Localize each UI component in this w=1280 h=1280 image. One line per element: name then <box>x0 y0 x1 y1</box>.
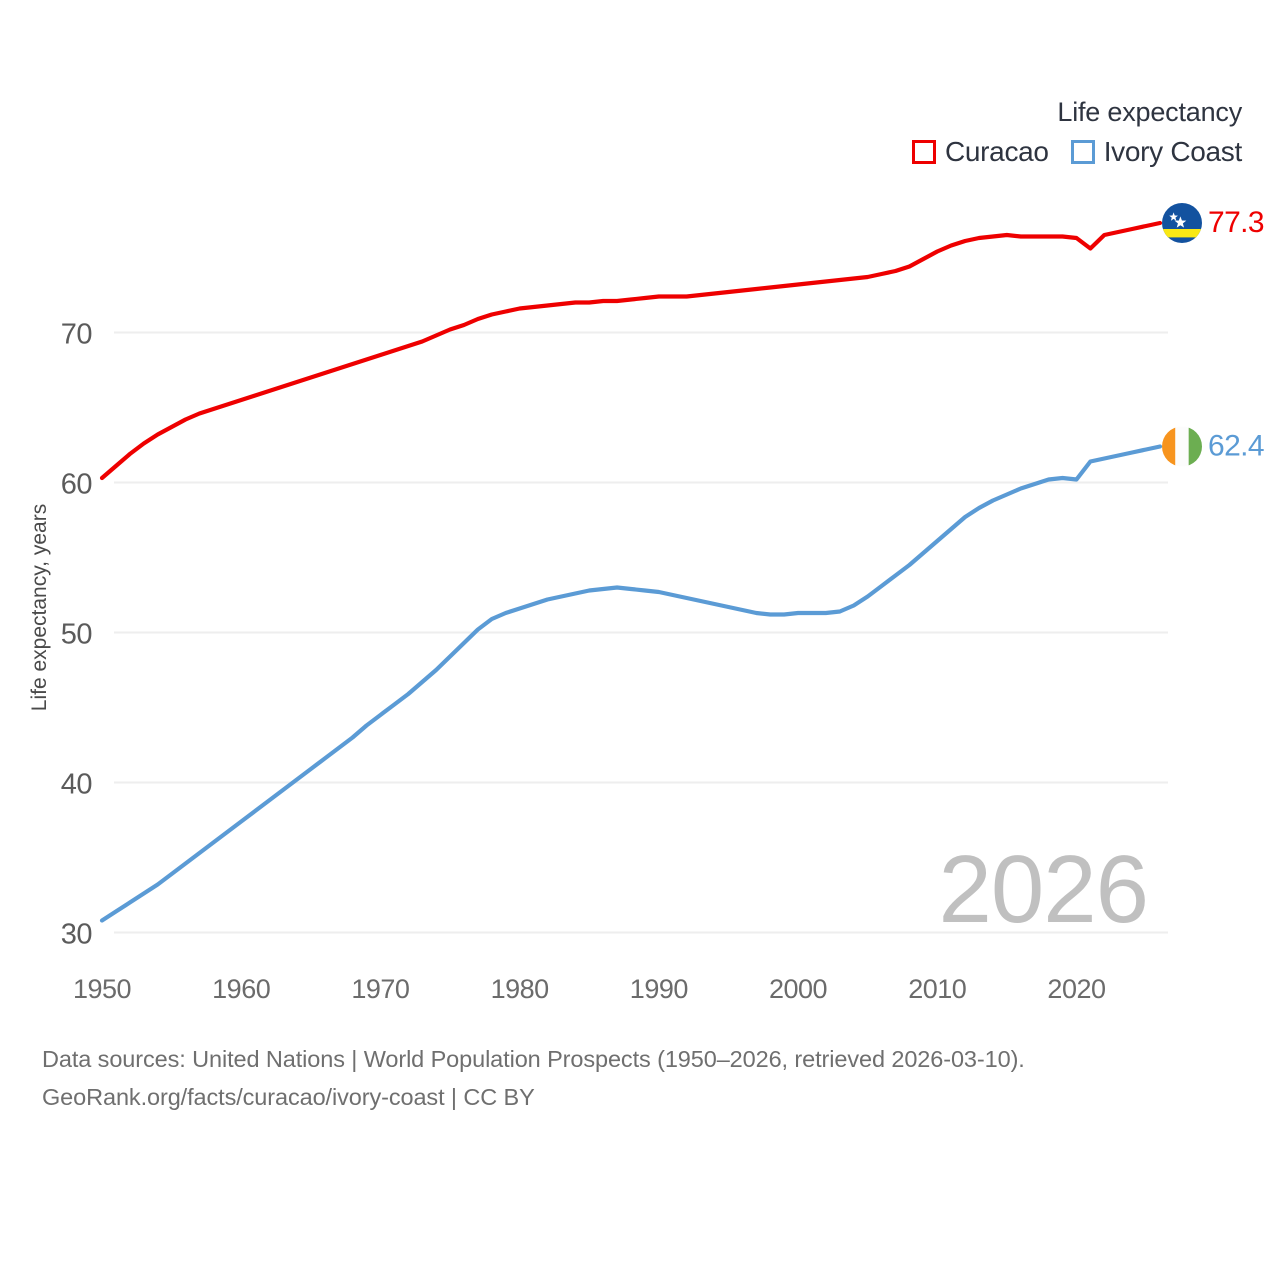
x-axis-ticks: 1950 1960 1970 1980 1990 2000 2010 2020 <box>73 974 1106 1004</box>
y-tick-label: 50 <box>61 619 92 651</box>
y-tick-label: 70 <box>61 319 92 351</box>
legend-title: Life expectancy <box>1057 97 1242 127</box>
legend-swatch-curacao <box>911 140 936 165</box>
y-axis-title: Life expectancy, years <box>28 504 51 711</box>
footer-line-1: Data sources: United Nations | World Pop… <box>42 1046 1025 1072</box>
curacao-flag-icon <box>1162 203 1202 243</box>
legend-label-ivory-coast: Ivory Coast <box>1103 136 1243 168</box>
legend-item-curacao[interactable]: Curacao <box>911 136 1049 168</box>
end-label-value: 77.3 <box>1208 206 1264 239</box>
x-tick-label: 2010 <box>908 974 966 1004</box>
x-tick-label: 1980 <box>491 974 549 1004</box>
legend-swatch-ivory-coast <box>1070 140 1095 165</box>
y-tick-label: 30 <box>61 919 92 951</box>
x-tick-label: 2000 <box>769 974 827 1004</box>
x-tick-label: 1970 <box>351 974 409 1004</box>
y-tick-label: 40 <box>61 769 92 801</box>
x-tick-label: 1950 <box>73 974 131 1004</box>
legend-item-ivory-coast[interactable]: Ivory Coast <box>1070 136 1243 168</box>
series-line-curacao <box>99 220 1163 481</box>
series-line-ivory-coast <box>99 444 1163 923</box>
year-watermark: 2026 <box>938 836 1148 943</box>
x-tick-label: 1960 <box>212 974 270 1004</box>
footer-line-2: GeoRank.org/facts/curacao/ivory-coast | … <box>42 1084 535 1111</box>
x-tick-label: 2020 <box>1047 974 1105 1004</box>
y-axis-ticks: 30 40 50 60 70 <box>61 319 93 951</box>
end-labels: 77.3 62.4 <box>1162 203 1265 467</box>
x-tick-label: 1990 <box>630 974 688 1004</box>
y-tick-label: 60 <box>61 469 92 501</box>
legend-label-curacao: Curacao <box>944 136 1049 168</box>
legend: Life expectancy Curacao Ivory Coast <box>911 96 1243 168</box>
series-lines <box>99 220 1163 923</box>
end-label-value: 62.4 <box>1208 429 1264 462</box>
ivory-coast-flag-icon <box>1162 426 1202 467</box>
footer-attribution: Data sources: United Nations | World Pop… <box>42 1040 1025 1116</box>
